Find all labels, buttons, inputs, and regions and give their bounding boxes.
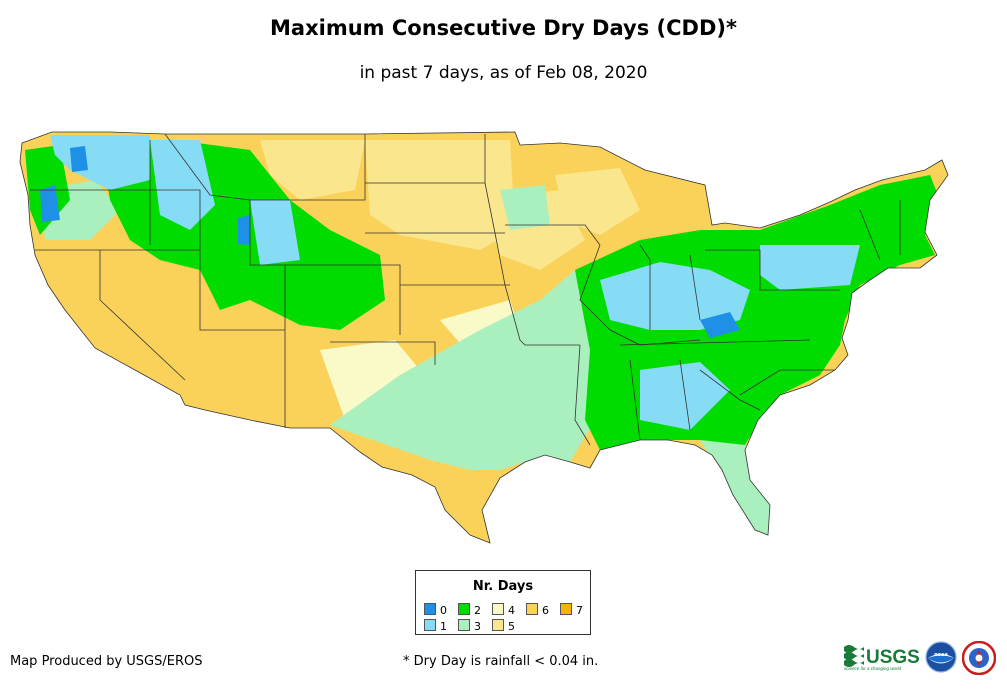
legend-label-7: 7	[576, 604, 583, 617]
legend-label-5: 5	[508, 620, 515, 633]
usgs-logo: USGS science for a changing world	[844, 645, 919, 671]
region-1-days-wyoming	[250, 200, 300, 265]
dry-day-footnote: * Dry Day is rainfall < 0.04 in.	[403, 654, 599, 669]
map-subtitle: in past 7 days, as of Feb 08, 2020	[359, 63, 648, 83]
usgs-wordmark: USGS	[866, 647, 919, 668]
legend-label-0: 0	[440, 604, 447, 617]
usgs-wave-icon	[844, 645, 864, 667]
region-0-days-wyoming	[238, 215, 250, 245]
region-1-days-ohio-valley	[600, 262, 750, 330]
nws-logo	[962, 641, 996, 675]
legend-swatch-2	[458, 603, 470, 615]
noaa-logo: noaa	[925, 641, 957, 673]
legend-label-6: 6	[542, 604, 549, 617]
legend-item-5: 5	[492, 619, 515, 633]
region-0-days-cascades	[70, 146, 88, 172]
legend-swatch-4	[492, 603, 504, 615]
legend-swatch-6	[526, 603, 538, 615]
region-5-days-plains	[365, 140, 515, 250]
region-1-days-idaho	[150, 140, 215, 230]
region-0-days-washington	[40, 185, 60, 222]
legend-item-1: 1	[424, 619, 447, 633]
region-3-days-south	[330, 270, 600, 470]
legend-title: Nr. Days	[472, 579, 534, 594]
map-credit: Map Produced by USGS/EROS	[10, 654, 203, 669]
legend-label-1: 1	[440, 620, 447, 633]
region-5-days-montana	[260, 140, 365, 200]
usgs-tagline: science for a changing world	[844, 666, 902, 671]
legend-label-3: 3	[474, 620, 481, 633]
legend-swatch-3	[458, 619, 470, 631]
region-3-days-mn	[500, 185, 550, 230]
legend-swatch-7	[560, 603, 572, 615]
legend-item-7: 7	[560, 603, 583, 617]
legend-item-2: 2	[458, 603, 481, 617]
legend: Nr. Days 0 1 2 3 4 5 6 7	[415, 570, 591, 635]
legend-swatch-0	[424, 603, 436, 615]
region-5-days-michigan	[555, 168, 640, 235]
state-boundaries	[19, 131, 949, 544]
legend-item-6: 6	[526, 603, 549, 617]
region-0-days-kentucky	[700, 312, 740, 338]
legend-item-4: 4	[492, 603, 515, 617]
legend-label-2: 2	[474, 604, 481, 617]
legend-label-4: 4	[508, 604, 515, 617]
legend-item-3: 3	[458, 619, 481, 633]
map-title: Maximum Consecutive Dry Days (CDD)*	[270, 16, 737, 40]
legend-item-0: 0	[424, 603, 447, 617]
region-1-days-pennsylvania	[760, 245, 860, 290]
noaa-wordmark: noaa	[934, 652, 948, 658]
dry-day-regions	[25, 135, 940, 535]
legend-swatch-1	[424, 619, 436, 631]
legend-swatch-5	[492, 619, 504, 631]
